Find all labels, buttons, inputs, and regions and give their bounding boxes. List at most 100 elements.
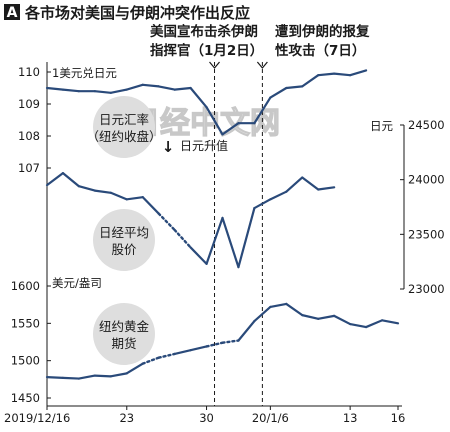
series-segment [93, 374, 112, 378]
series-segment [380, 319, 400, 325]
x-tick-label: 13 [343, 411, 358, 425]
series-segment [141, 83, 160, 88]
series-label-text: 日经平均 [99, 225, 149, 240]
series-label-text: 股价 [111, 242, 137, 257]
figure-title: 各市场对美国与伊朗冲突作出反应 [24, 4, 250, 22]
series-segment [349, 69, 368, 77]
y-tick-label: 110 [18, 65, 40, 79]
series-label-text: 日元汇率 [99, 112, 149, 127]
event-2-line1: 遭到伊朗的报复 [275, 23, 370, 40]
event-1-line2: 指挥官（1月2日） [150, 42, 263, 59]
series-segment [77, 374, 96, 380]
series-segment [269, 302, 288, 309]
series-segment [317, 314, 336, 320]
series-label-circle [93, 96, 155, 158]
badge-box [4, 4, 20, 20]
series-segment [189, 86, 208, 109]
series-segment [301, 176, 320, 191]
series-segment [125, 83, 144, 91]
series-segment [205, 106, 224, 136]
series-segment [61, 376, 81, 380]
y-tick-label-right: 24000 [408, 173, 445, 187]
series-segment [349, 322, 368, 329]
series-segment [173, 349, 192, 356]
series-segment [253, 198, 272, 210]
series-segment [45, 86, 65, 91]
series-segment [189, 345, 208, 352]
event-marker-1 [209, 61, 220, 69]
y-tick-label: 109 [18, 97, 40, 111]
plot-frame [46, 61, 405, 407]
series-segment [285, 302, 304, 317]
series-segment [125, 196, 144, 201]
series-segment [301, 314, 320, 320]
event-1-line1: 美国宣布击杀伊朗 [150, 23, 258, 40]
series-segment [364, 319, 384, 329]
series-segment [301, 74, 320, 88]
series-segment [45, 172, 65, 187]
series-segment [61, 88, 81, 93]
x-tick-label: 30 [199, 411, 214, 425]
series-segment [205, 341, 224, 348]
yen-axis-unit: 1美元兑日元 [52, 66, 117, 80]
series-label-text: 纽约黄金 [99, 319, 150, 334]
series-label-circle [93, 303, 155, 365]
y-tick-label: 107 [18, 161, 40, 175]
series-segment [221, 339, 240, 344]
series-segment [109, 372, 128, 378]
series-segment [141, 196, 160, 215]
series-label-circle [93, 209, 155, 271]
series-segment [205, 216, 224, 265]
gold-axis-unit: 美元/盎司 [52, 276, 102, 290]
series-label-text: （纽约收盘） [86, 129, 161, 144]
series-segment [173, 228, 192, 249]
x-tick-label: 16 [391, 411, 406, 425]
y-tick-label-right: 23500 [408, 227, 445, 241]
series-segment [285, 176, 304, 193]
series-segment [189, 246, 208, 265]
series-segment [221, 216, 240, 269]
series-segment [93, 90, 112, 94]
series-segment [237, 319, 256, 342]
series-segment [173, 86, 192, 91]
series-segment [317, 186, 336, 191]
series-lines [45, 69, 400, 380]
x-tick-label: 2019/12/16 [4, 411, 70, 425]
series-segment [45, 375, 65, 379]
series-segment [109, 88, 128, 94]
nikkei-axis-unit: 日元 [370, 119, 393, 133]
series-segment [253, 305, 272, 323]
yen-note: 日元升值 [180, 138, 228, 153]
series-segment [141, 356, 160, 365]
series-segment [333, 72, 352, 77]
series-segment [61, 172, 81, 188]
series-segment [317, 72, 336, 77]
event-2-line2: 性攻击（7日） [275, 42, 365, 59]
series-segment [109, 191, 128, 201]
series-segment [125, 362, 144, 375]
down-arrow-icon: ↓ [162, 138, 175, 156]
series-segment [93, 189, 112, 194]
series-segment [253, 96, 272, 125]
series-segment [77, 185, 96, 192]
y-tick-label-right: 23000 [408, 282, 445, 296]
series-segment [157, 212, 176, 232]
series-segment [333, 314, 352, 326]
y-tick-label-right: 24500 [408, 118, 445, 132]
series-segment [221, 122, 240, 136]
series-label-text: 期货 [111, 336, 136, 351]
y-tick-label: 108 [18, 129, 40, 143]
series-segment [157, 85, 176, 91]
axis-labels: 2019/12/16 23 30 20/1/6 13 16 ↓ 日元升值 107 108 109 11… [4, 65, 445, 425]
series-segment [269, 86, 288, 99]
x-tick-label: 20/1/6 [252, 411, 289, 425]
y-tick-label: 1600 [11, 279, 40, 293]
series-segment [269, 190, 288, 201]
x-tick-label: 23 [119, 411, 134, 425]
y-tick-label: 1550 [11, 316, 40, 330]
event-marker-2 [256, 61, 268, 69]
series-segment [157, 352, 176, 359]
series-segment [285, 85, 304, 90]
